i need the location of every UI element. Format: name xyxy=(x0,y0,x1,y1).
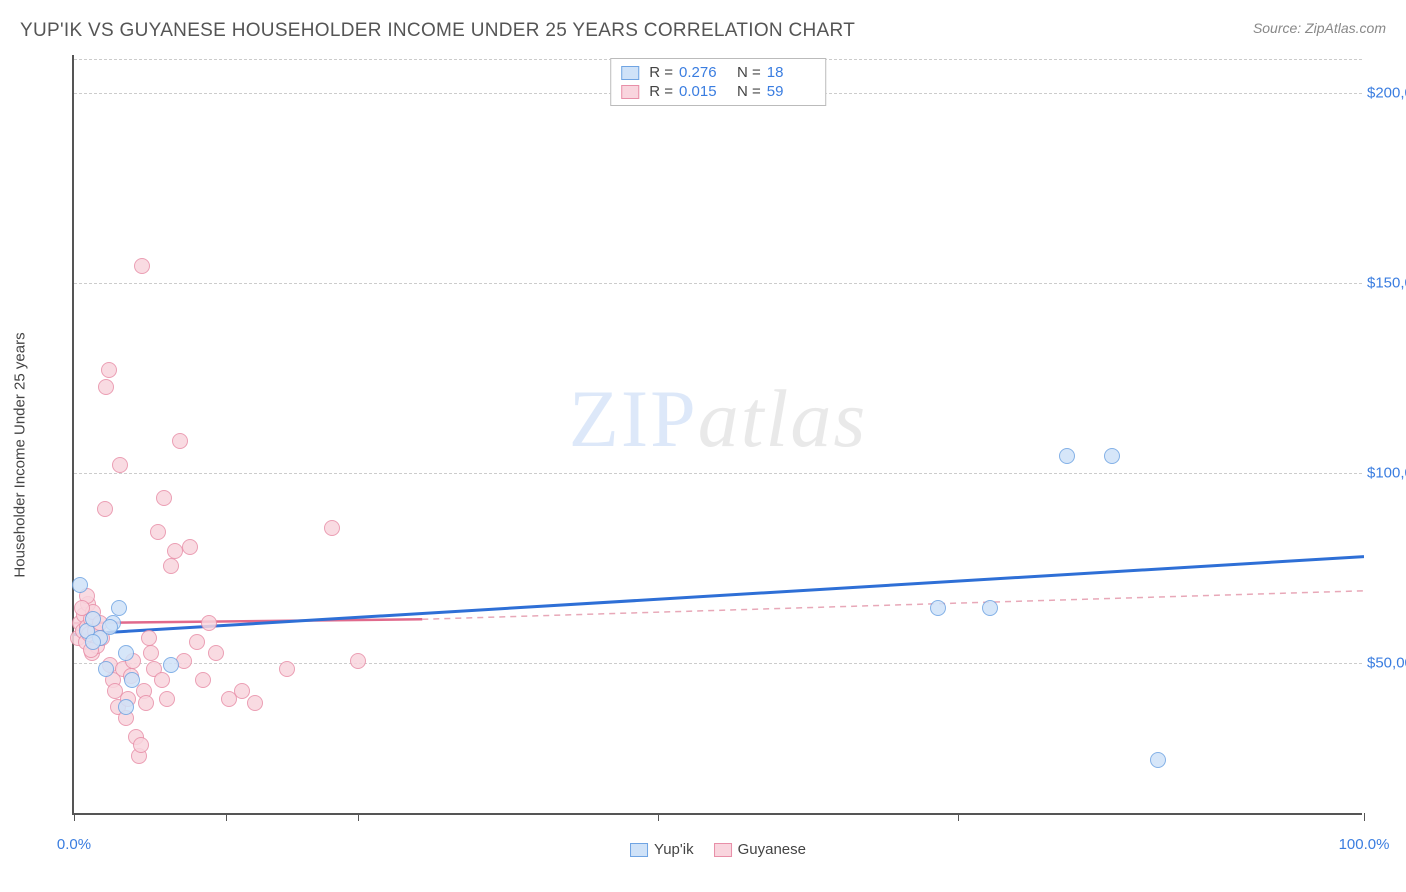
data-point xyxy=(350,653,366,669)
x-tick xyxy=(358,813,359,821)
x-tick xyxy=(74,813,75,821)
data-point xyxy=(133,737,149,753)
data-point xyxy=(167,543,183,559)
legend-swatch-guyanese xyxy=(621,85,639,99)
data-point xyxy=(172,433,188,449)
data-point xyxy=(930,600,946,616)
legend-label-guyanese: Guyanese xyxy=(738,841,806,858)
x-tick-label: 100.0% xyxy=(1339,836,1390,853)
y-tick-label: $100,000 xyxy=(1367,465,1406,482)
data-point xyxy=(1104,448,1120,464)
y-tick-label: $200,000 xyxy=(1367,85,1406,102)
source-prefix: Source: xyxy=(1253,20,1305,36)
data-point xyxy=(138,695,154,711)
data-point xyxy=(163,558,179,574)
x-tick-label: 0.0% xyxy=(57,836,91,853)
data-point xyxy=(1059,448,1075,464)
data-point xyxy=(97,501,113,517)
data-point xyxy=(118,645,134,661)
gridline-h xyxy=(74,283,1362,284)
trend-lines xyxy=(74,55,1364,815)
data-point xyxy=(154,672,170,688)
data-point xyxy=(102,619,118,635)
data-point xyxy=(208,645,224,661)
trend-line xyxy=(74,557,1364,635)
data-point xyxy=(150,524,166,540)
data-point xyxy=(72,577,88,593)
watermark: ZIPatlas xyxy=(569,372,867,466)
data-point xyxy=(247,695,263,711)
data-point xyxy=(324,520,340,536)
data-point xyxy=(98,661,114,677)
x-tick xyxy=(1364,813,1365,821)
legend-item-guyanese: Guyanese xyxy=(714,841,806,858)
n-value-yupik: 18 xyxy=(767,64,815,81)
data-point xyxy=(279,661,295,677)
data-point xyxy=(163,657,179,673)
data-point xyxy=(182,539,198,555)
trend-line xyxy=(74,619,422,623)
data-point xyxy=(85,611,101,627)
x-tick xyxy=(658,813,659,821)
data-point xyxy=(111,600,127,616)
legend-item-yupik: Yup'ik xyxy=(630,841,694,858)
y-axis-label: Householder Income Under 25 years xyxy=(12,332,29,577)
watermark-atlas: atlas xyxy=(698,373,867,464)
data-point xyxy=(982,600,998,616)
r-label: R = xyxy=(649,83,673,100)
chart-header: YUP'IK VS GUYANESE HOUSEHOLDER INCOME UN… xyxy=(0,0,1406,52)
data-point xyxy=(112,457,128,473)
source-attribution: Source: ZipAtlas.com xyxy=(1253,20,1386,36)
x-tick xyxy=(958,813,959,821)
r-value-guyanese: 0.015 xyxy=(679,83,727,100)
x-tick xyxy=(226,813,227,821)
watermark-zip: ZIP xyxy=(569,373,698,464)
legend-label-yupik: Yup'ik xyxy=(654,841,694,858)
data-point xyxy=(1150,752,1166,768)
legend-swatch-yupik xyxy=(621,66,639,80)
data-point xyxy=(156,490,172,506)
data-point xyxy=(189,634,205,650)
correlation-legend: R = 0.276 N = 18 R = 0.015 N = 59 xyxy=(610,58,826,106)
data-point xyxy=(195,672,211,688)
gridline-h xyxy=(74,473,1362,474)
data-point xyxy=(143,645,159,661)
r-value-yupik: 0.276 xyxy=(679,64,727,81)
plot-area: ZIPatlas R = 0.276 N = 18 R = 0.015 N = … xyxy=(72,55,1362,815)
series-legend: Yup'ik Guyanese xyxy=(630,841,806,858)
gridline-h xyxy=(74,663,1362,664)
data-point xyxy=(101,362,117,378)
chart-container: Householder Income Under 25 years ZIPatl… xyxy=(50,55,1390,855)
r-label: R = xyxy=(649,64,673,81)
n-label: N = xyxy=(737,64,761,81)
data-point xyxy=(118,699,134,715)
source-name: ZipAtlas.com xyxy=(1305,20,1386,36)
legend-row-yupik: R = 0.276 N = 18 xyxy=(621,63,815,82)
n-label: N = xyxy=(737,83,761,100)
data-point xyxy=(134,258,150,274)
legend-swatch-yupik xyxy=(630,843,648,857)
data-point xyxy=(141,630,157,646)
data-point xyxy=(201,615,217,631)
chart-title: YUP'IK VS GUYANESE HOUSEHOLDER INCOME UN… xyxy=(20,20,855,42)
y-tick-label: $150,000 xyxy=(1367,275,1406,292)
y-tick-label: $50,000 xyxy=(1367,655,1406,672)
legend-swatch-guyanese xyxy=(714,843,732,857)
n-value-guyanese: 59 xyxy=(767,83,815,100)
trend-line xyxy=(422,591,1364,620)
data-point xyxy=(85,634,101,650)
data-point xyxy=(159,691,175,707)
data-point xyxy=(124,672,140,688)
legend-row-guyanese: R = 0.015 N = 59 xyxy=(621,82,815,101)
data-point xyxy=(98,379,114,395)
